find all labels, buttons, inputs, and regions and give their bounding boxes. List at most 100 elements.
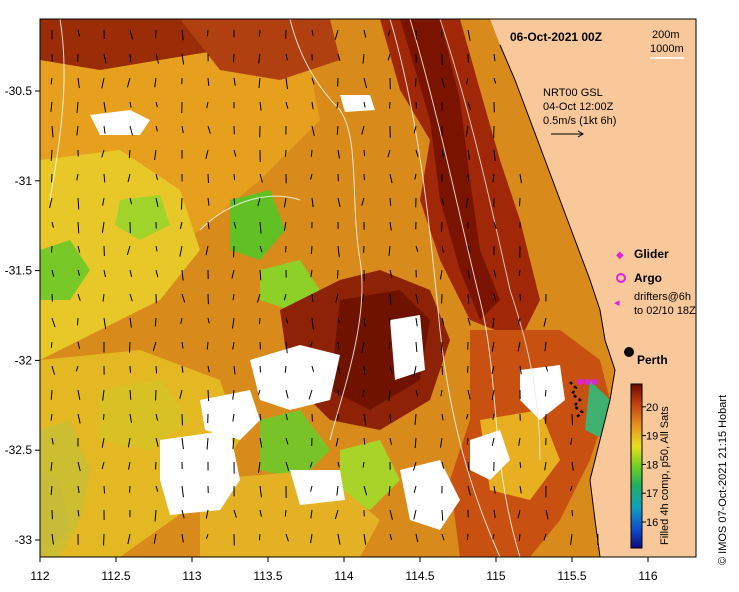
current-arrow <box>413 125 417 134</box>
coastline <box>499 44 616 557</box>
colorbar-caption: Filled 4h comp, p50, All Sats <box>659 406 671 545</box>
scale-arrow-icon <box>551 130 584 138</box>
current-arrow <box>77 245 81 253</box>
current-arrow <box>492 173 495 183</box>
sst-field <box>40 19 696 557</box>
current-arrow <box>284 509 287 517</box>
current-arrow <box>180 317 183 324</box>
current-arrow <box>258 461 261 474</box>
drifter-marker-icon: ◂ <box>614 296 620 309</box>
current-arrow <box>570 533 573 545</box>
current-arrow <box>285 389 289 399</box>
current-arrow <box>311 293 314 303</box>
x-tick-label: 115 <box>486 569 505 583</box>
current-arrow <box>75 365 79 372</box>
current-arrow <box>155 197 159 208</box>
current-arrow <box>363 533 367 545</box>
current-arrow <box>181 437 184 450</box>
current-arrow <box>154 317 157 327</box>
current-arrow <box>233 149 237 157</box>
current-arrow <box>337 461 340 468</box>
current-arrow <box>127 77 131 88</box>
current-arrow <box>285 461 290 471</box>
current-arrow <box>284 149 287 157</box>
current-arrow <box>155 173 159 180</box>
x-tick-label: 112.5 <box>101 569 130 583</box>
current-arrow <box>259 269 262 281</box>
current-arrow <box>363 365 366 375</box>
current-arrow <box>389 173 393 184</box>
current-arrow <box>491 365 495 374</box>
colorbar-tick-label: 16 <box>646 517 658 529</box>
current-arrow <box>127 533 131 545</box>
current-arrow <box>363 101 366 108</box>
x-tick-label: 113 <box>182 569 201 583</box>
current-arrow <box>414 437 417 449</box>
current-arrow <box>285 77 289 90</box>
current-arrow <box>206 341 209 350</box>
current-arrow <box>310 149 313 157</box>
current-arrow <box>545 365 549 372</box>
current-arrow <box>311 77 315 85</box>
current-arrow <box>129 101 132 108</box>
current-arrow <box>103 53 107 64</box>
current-arrow <box>129 269 133 277</box>
legend-drifters-1: drifters@6h <box>634 291 691 303</box>
current-arrow <box>205 509 209 519</box>
current-arrow <box>337 389 340 397</box>
current-arrow <box>310 485 313 492</box>
current-arrow <box>102 389 105 401</box>
current-arrow <box>309 461 313 468</box>
current-arrow <box>441 317 445 326</box>
colorbar <box>630 383 643 549</box>
current-arrow <box>415 149 419 157</box>
current-arrow <box>441 149 445 160</box>
current-arrow <box>50 461 53 471</box>
argo-marker-icon <box>616 273 626 283</box>
current-arrow <box>337 317 341 323</box>
current-arrow <box>388 389 391 402</box>
current-arrow <box>308 389 313 400</box>
current-arrow <box>258 53 261 64</box>
current-arrow <box>285 413 288 421</box>
current-arrow <box>335 437 339 447</box>
legend-argo: Argo <box>634 271 662 285</box>
current-arrow <box>232 389 235 400</box>
colorbar-tick-label: 18 <box>646 459 658 471</box>
current-arrow <box>467 149 471 160</box>
current-arrow <box>362 461 365 468</box>
current-arrow <box>361 125 365 135</box>
current-arrow <box>50 389 53 400</box>
current-arrow <box>441 509 444 521</box>
current-arrow <box>285 317 289 324</box>
current-arrow <box>543 317 547 327</box>
green-patch <box>340 440 400 510</box>
current-arrow <box>155 437 159 447</box>
current-arrow <box>389 365 393 375</box>
current-info-time: 04-Oct 12:00Z <box>543 101 614 113</box>
current-arrow <box>571 461 574 471</box>
current-arrow <box>259 221 262 234</box>
current-arrow <box>233 77 236 86</box>
current-arrow <box>337 533 341 545</box>
current-arrow <box>154 149 157 161</box>
current-arrow <box>77 29 81 37</box>
current-arrow <box>414 173 417 180</box>
current-arrow <box>363 149 366 156</box>
current-arrow <box>493 77 497 84</box>
current-arrow <box>517 509 521 519</box>
current-arrow <box>518 437 521 446</box>
current-arrow <box>334 509 339 520</box>
current-arrow <box>413 485 417 493</box>
current-arrow <box>491 437 495 447</box>
current-arrow <box>389 509 393 520</box>
current-vectors <box>49 29 599 546</box>
current-arrow <box>180 197 183 210</box>
current-arrow <box>544 461 547 471</box>
current-arrow <box>466 365 469 373</box>
current-arrow <box>519 461 522 469</box>
current-arrow <box>101 437 105 448</box>
current-arrow <box>465 197 469 208</box>
current-arrow <box>413 461 417 471</box>
